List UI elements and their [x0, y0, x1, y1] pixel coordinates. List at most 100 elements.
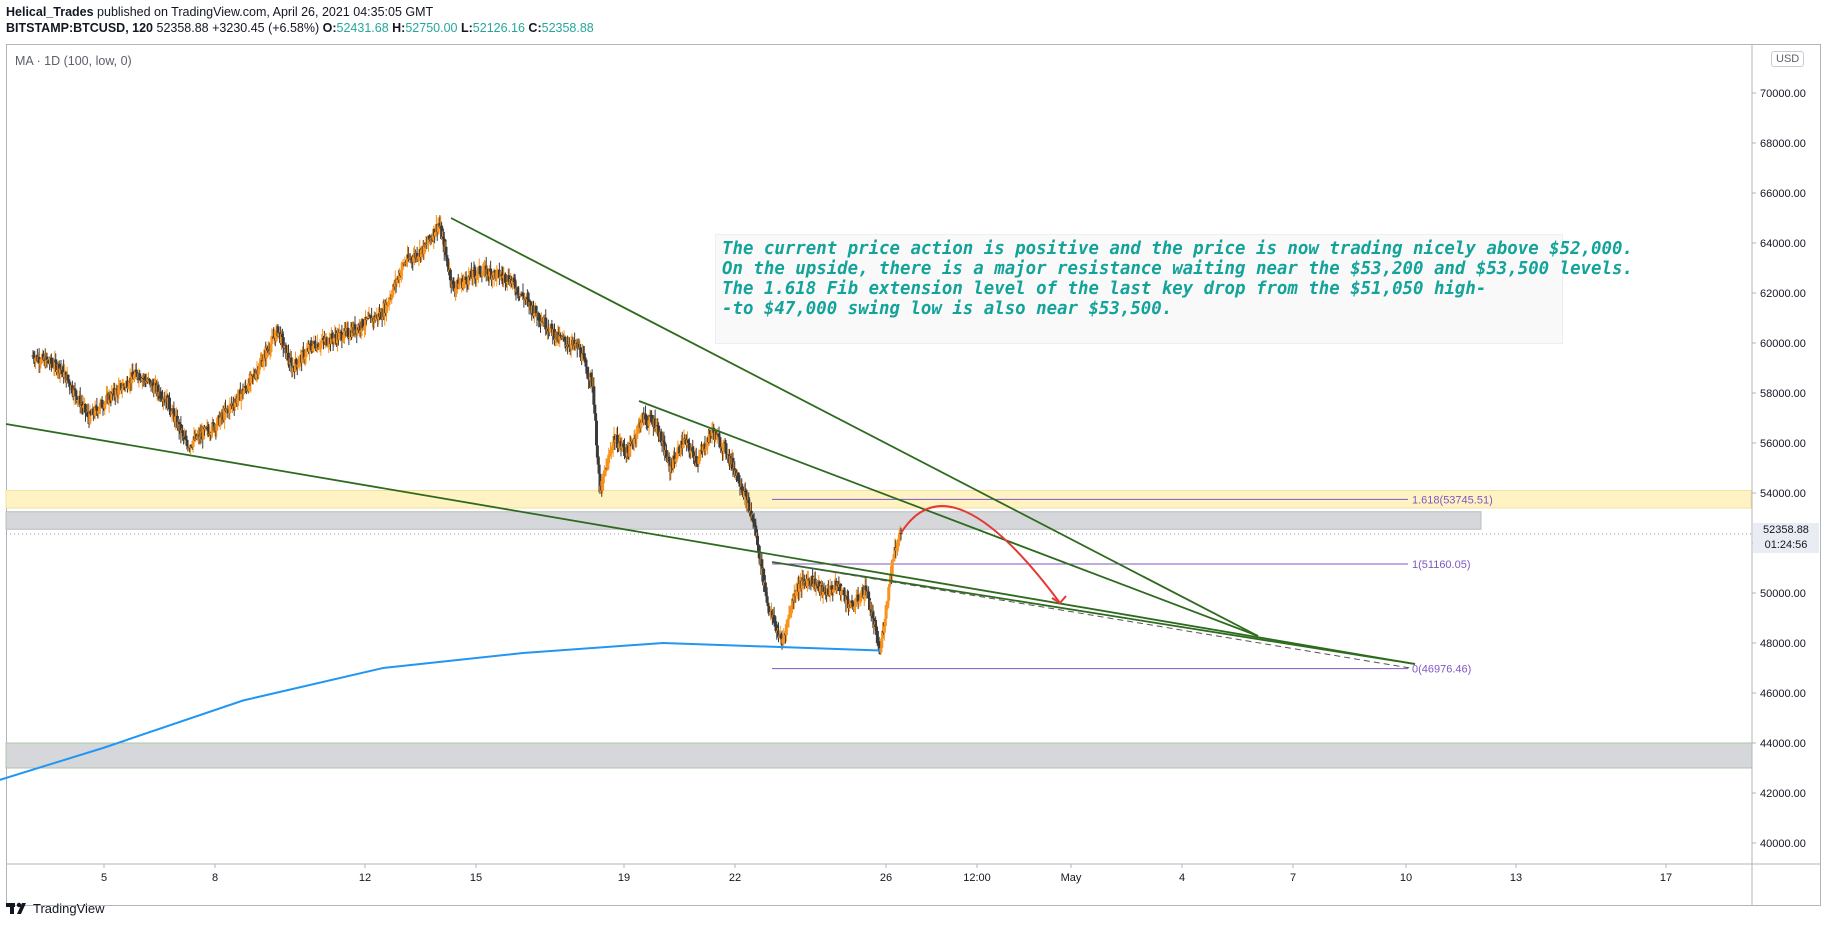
trendline	[450, 217, 1259, 637]
candle-body	[127, 385, 131, 388]
candle-body	[858, 601, 862, 603]
candle-body	[895, 547, 899, 551]
chart-frame[interactable]	[6, 44, 1821, 906]
candle-body	[294, 359, 297, 372]
candle-body	[867, 591, 871, 599]
candle-body	[521, 292, 525, 297]
candle-body	[738, 483, 742, 487]
candle-body	[399, 270, 403, 276]
candle-body	[675, 456, 679, 459]
candle-body	[670, 465, 674, 467]
candle-body	[471, 269, 475, 279]
candle-body	[294, 359, 298, 364]
low-value: 52126.16	[472, 21, 525, 35]
candle-body	[44, 356, 48, 367]
tradingview-logo[interactable]: TradingView	[6, 900, 105, 916]
candle-body	[896, 540, 900, 547]
candle-body	[440, 225, 444, 240]
candle-body	[704, 448, 708, 451]
candle-body	[833, 587, 836, 590]
candle-body	[550, 323, 554, 329]
symbol-label[interactable]: BITSTAMP:BTCUSD, 120	[6, 21, 154, 35]
candle-body	[274, 330, 278, 341]
currency-badge[interactable]: USD	[1771, 51, 1805, 67]
candle-body	[595, 420, 598, 446]
time-tick-label: 17	[1660, 872, 1672, 884]
candle-body	[168, 397, 171, 410]
candle-body	[50, 363, 54, 365]
candle-body	[582, 353, 586, 358]
candle-body	[302, 351, 306, 360]
candle-body	[534, 306, 538, 314]
candle-body	[424, 244, 428, 247]
candle-body	[348, 336, 352, 338]
time-tick-label: 8	[212, 872, 218, 884]
candle-body	[716, 434, 720, 436]
candle-body	[828, 585, 832, 596]
price-tick-label: 46000.00	[1760, 688, 1806, 700]
candle-body	[124, 382, 128, 387]
candle-body	[574, 344, 577, 346]
candle-body	[826, 588, 830, 595]
candle-body	[756, 535, 759, 545]
candle-body	[715, 434, 719, 440]
candle-body	[763, 582, 767, 592]
candle-body	[792, 593, 796, 601]
candle-body	[877, 645, 881, 647]
candle-body	[100, 399, 104, 408]
candle-body	[182, 433, 185, 437]
candle-body	[476, 274, 479, 276]
candle-body	[689, 450, 693, 454]
candle-body	[672, 455, 675, 469]
candle-body	[309, 345, 313, 350]
candle-body	[592, 386, 596, 405]
candle-body	[607, 455, 611, 459]
candle-body	[47, 360, 51, 364]
candle-body	[156, 385, 160, 393]
candle-body	[168, 409, 172, 413]
candle-body	[835, 585, 839, 591]
author-name[interactable]: Helical_Trades	[6, 5, 94, 19]
moving-average-line	[0, 641, 881, 781]
candle-body	[544, 317, 548, 330]
candle-body	[493, 270, 497, 273]
candle-body	[298, 357, 302, 364]
candle-body	[640, 414, 644, 423]
candle-body	[885, 604, 889, 606]
candle-body	[742, 490, 746, 498]
candle-body	[358, 324, 362, 331]
candles-layer	[31, 214, 903, 656]
candle-body	[860, 593, 864, 597]
candle-body	[644, 414, 647, 420]
candle-body	[630, 441, 634, 444]
candle-body	[577, 343, 581, 349]
candle-body	[184, 439, 188, 441]
candle-body	[680, 440, 684, 448]
candle-body	[119, 383, 123, 391]
candle-body	[740, 486, 744, 490]
candle-body	[593, 404, 597, 414]
candle-body	[417, 255, 421, 258]
indicator-label[interactable]: MA · 1D (100, low, 0)	[15, 54, 132, 68]
time-tick-label: 7	[1290, 872, 1296, 884]
last-price-tag: 52358.88 01:24:56	[1753, 523, 1819, 553]
candle-body	[367, 315, 371, 319]
candle-body	[581, 353, 585, 355]
analysis-note[interactable]: The current price action is positive and…	[715, 234, 1633, 344]
candle-body	[140, 377, 144, 381]
candle-body	[647, 420, 651, 426]
candle-body	[261, 361, 265, 366]
candle-body	[326, 345, 330, 347]
candle-body	[134, 369, 138, 373]
fib-level-label: 1(51160.05)	[1412, 559, 1471, 571]
candle-body	[301, 350, 304, 363]
candle-body	[774, 623, 778, 625]
candle-body	[590, 377, 594, 388]
candle-body	[597, 464, 601, 474]
candle-body	[500, 273, 504, 277]
candle-body	[694, 455, 698, 463]
candle-body	[616, 434, 619, 448]
candle-body	[648, 414, 652, 421]
candle-body	[181, 430, 185, 434]
